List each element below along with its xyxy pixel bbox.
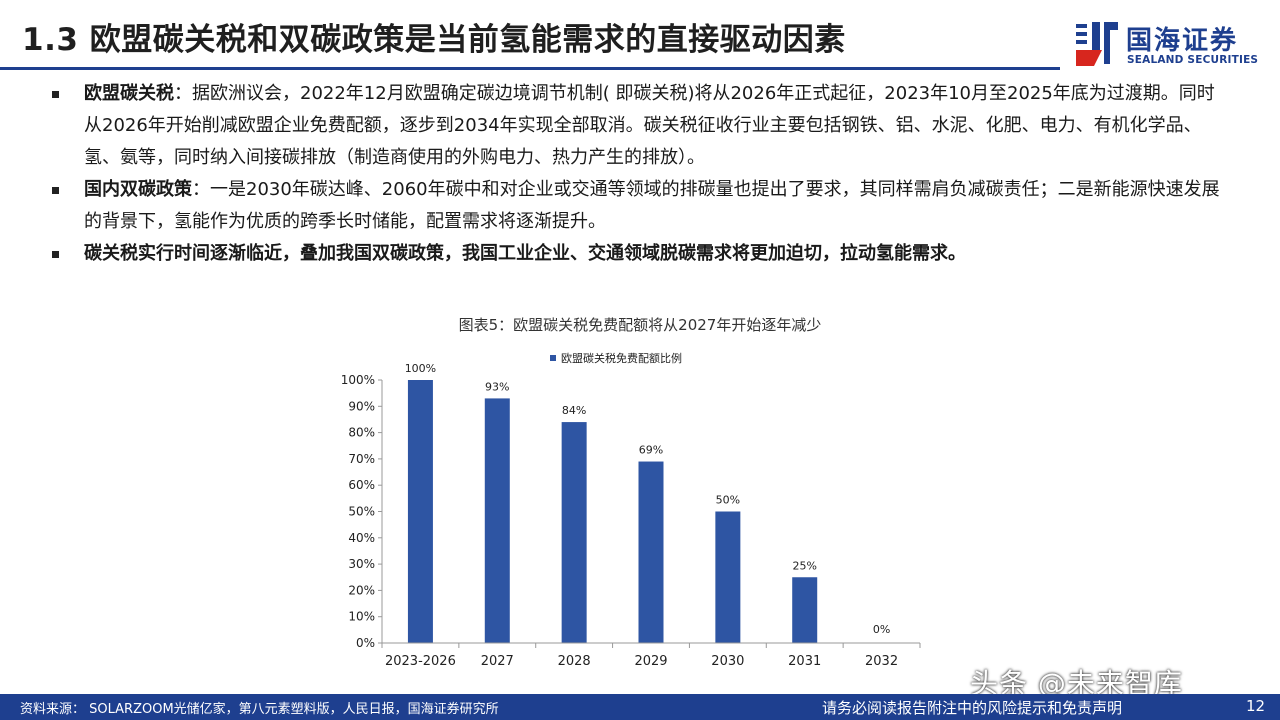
bullet-square-icon xyxy=(52,91,59,98)
logo-english-name: SEALAND SECURITIES xyxy=(1127,54,1259,66)
data-label: 69% xyxy=(639,444,663,457)
y-tick-label: 70% xyxy=(348,452,375,466)
bullet-eu-carbon-tariff: 欧盟碳关税：据欧洲议会，2022年12月欧盟确定碳边境调节机制( 即碳关税)将从… xyxy=(52,78,1232,174)
bullet-list: 欧盟碳关税：据欧洲议会，2022年12月欧盟确定碳边境调节机制( 即碳关税)将从… xyxy=(52,78,1232,270)
y-tick-label: 50% xyxy=(348,505,375,519)
footer-bar xyxy=(0,694,1280,720)
x-tick-label: 2031 xyxy=(788,654,821,669)
data-label: 25% xyxy=(792,559,816,572)
x-tick-label: 2028 xyxy=(558,654,591,669)
data-label: 93% xyxy=(485,380,509,393)
logo-chinese-name: 国海证券 xyxy=(1126,26,1239,56)
bar xyxy=(407,380,433,643)
bar xyxy=(484,398,510,643)
y-tick-label: 0% xyxy=(356,636,375,650)
y-tick-label: 30% xyxy=(348,557,375,571)
legend-label: 欧盟碳关税免费配额比例 xyxy=(561,351,682,365)
bullet-text: ：据欧洲议会，2022年12月欧盟确定碳边境调节机制( 即碳关税)将从2026年… xyxy=(84,83,1215,168)
sealand-logo-icon xyxy=(1076,22,1118,66)
source-note: 资料来源： SOLARZOOM光储亿家，第八元素塑料版，人民日报，国海证券研究所 xyxy=(20,702,499,717)
x-tick-label: 2029 xyxy=(634,654,667,669)
x-tick-label: 2030 xyxy=(711,654,744,669)
x-tick-label: 2027 xyxy=(481,654,514,669)
page-number: 12 xyxy=(1246,697,1266,715)
y-tick-label: 60% xyxy=(348,478,375,492)
data-label: 100% xyxy=(405,362,436,375)
company-logo: 国海证券 SEALAND SECURITIES xyxy=(1074,18,1264,70)
data-label: 50% xyxy=(716,494,740,507)
bullet-text: ：一是2030年碳达峰、2060年碳中和对企业或交通等领域的排碳量也提出了要求，… xyxy=(84,179,1220,232)
disclaimer-text: 请务必阅读报告附注中的风险提示和免责声明 xyxy=(822,699,1123,717)
bar xyxy=(638,461,664,643)
x-tick-label: 2032 xyxy=(865,654,898,669)
page-title: 1.3 欧盟碳关税和双碳政策是当前氢能需求的直接驱动因素 xyxy=(22,22,846,58)
bullet-text: 碳关税实行时间逐渐临近，叠加我国双碳政策，我国工业企业、交通领域脱碳需求将更加迫… xyxy=(84,243,966,264)
x-tick-label: 2023-2026 xyxy=(385,654,456,669)
y-tick-label: 20% xyxy=(348,583,375,597)
bullet-label: 欧盟碳关税 xyxy=(84,83,174,104)
bar xyxy=(715,511,741,643)
legend-swatch xyxy=(550,355,556,361)
chart-title: 图表5：欧盟碳关税免费配额将从2027年开始逐年减少 xyxy=(458,316,822,334)
bullet-domestic-policy: 国内双碳政策：一是2030年碳达峰、2060年碳中和对企业或交通等领域的排碳量也… xyxy=(52,174,1232,238)
bar xyxy=(561,422,587,643)
bar-chart: 100% 2023-2026 93% 2027 84% 2028 69% 2029 50% 203… xyxy=(341,351,921,669)
title-underline xyxy=(0,67,1060,70)
bar xyxy=(792,577,818,643)
bullet-square-icon xyxy=(52,251,59,258)
y-tick-label: 80% xyxy=(348,426,375,440)
y-tick-label: 10% xyxy=(348,610,375,624)
bullet-label: 国内双碳政策 xyxy=(84,179,192,200)
data-label: 84% xyxy=(562,404,586,417)
y-tick-label: 90% xyxy=(348,399,375,413)
data-label: 0% xyxy=(873,623,890,636)
bullet-conclusion: 碳关税实行时间逐渐临近，叠加我国双碳政策，我国工业企业、交通领域脱碳需求将更加迫… xyxy=(52,238,1232,270)
y-tick-label: 100% xyxy=(341,373,375,387)
y-tick-label: 40% xyxy=(348,531,375,545)
bullet-square-icon xyxy=(52,187,59,194)
